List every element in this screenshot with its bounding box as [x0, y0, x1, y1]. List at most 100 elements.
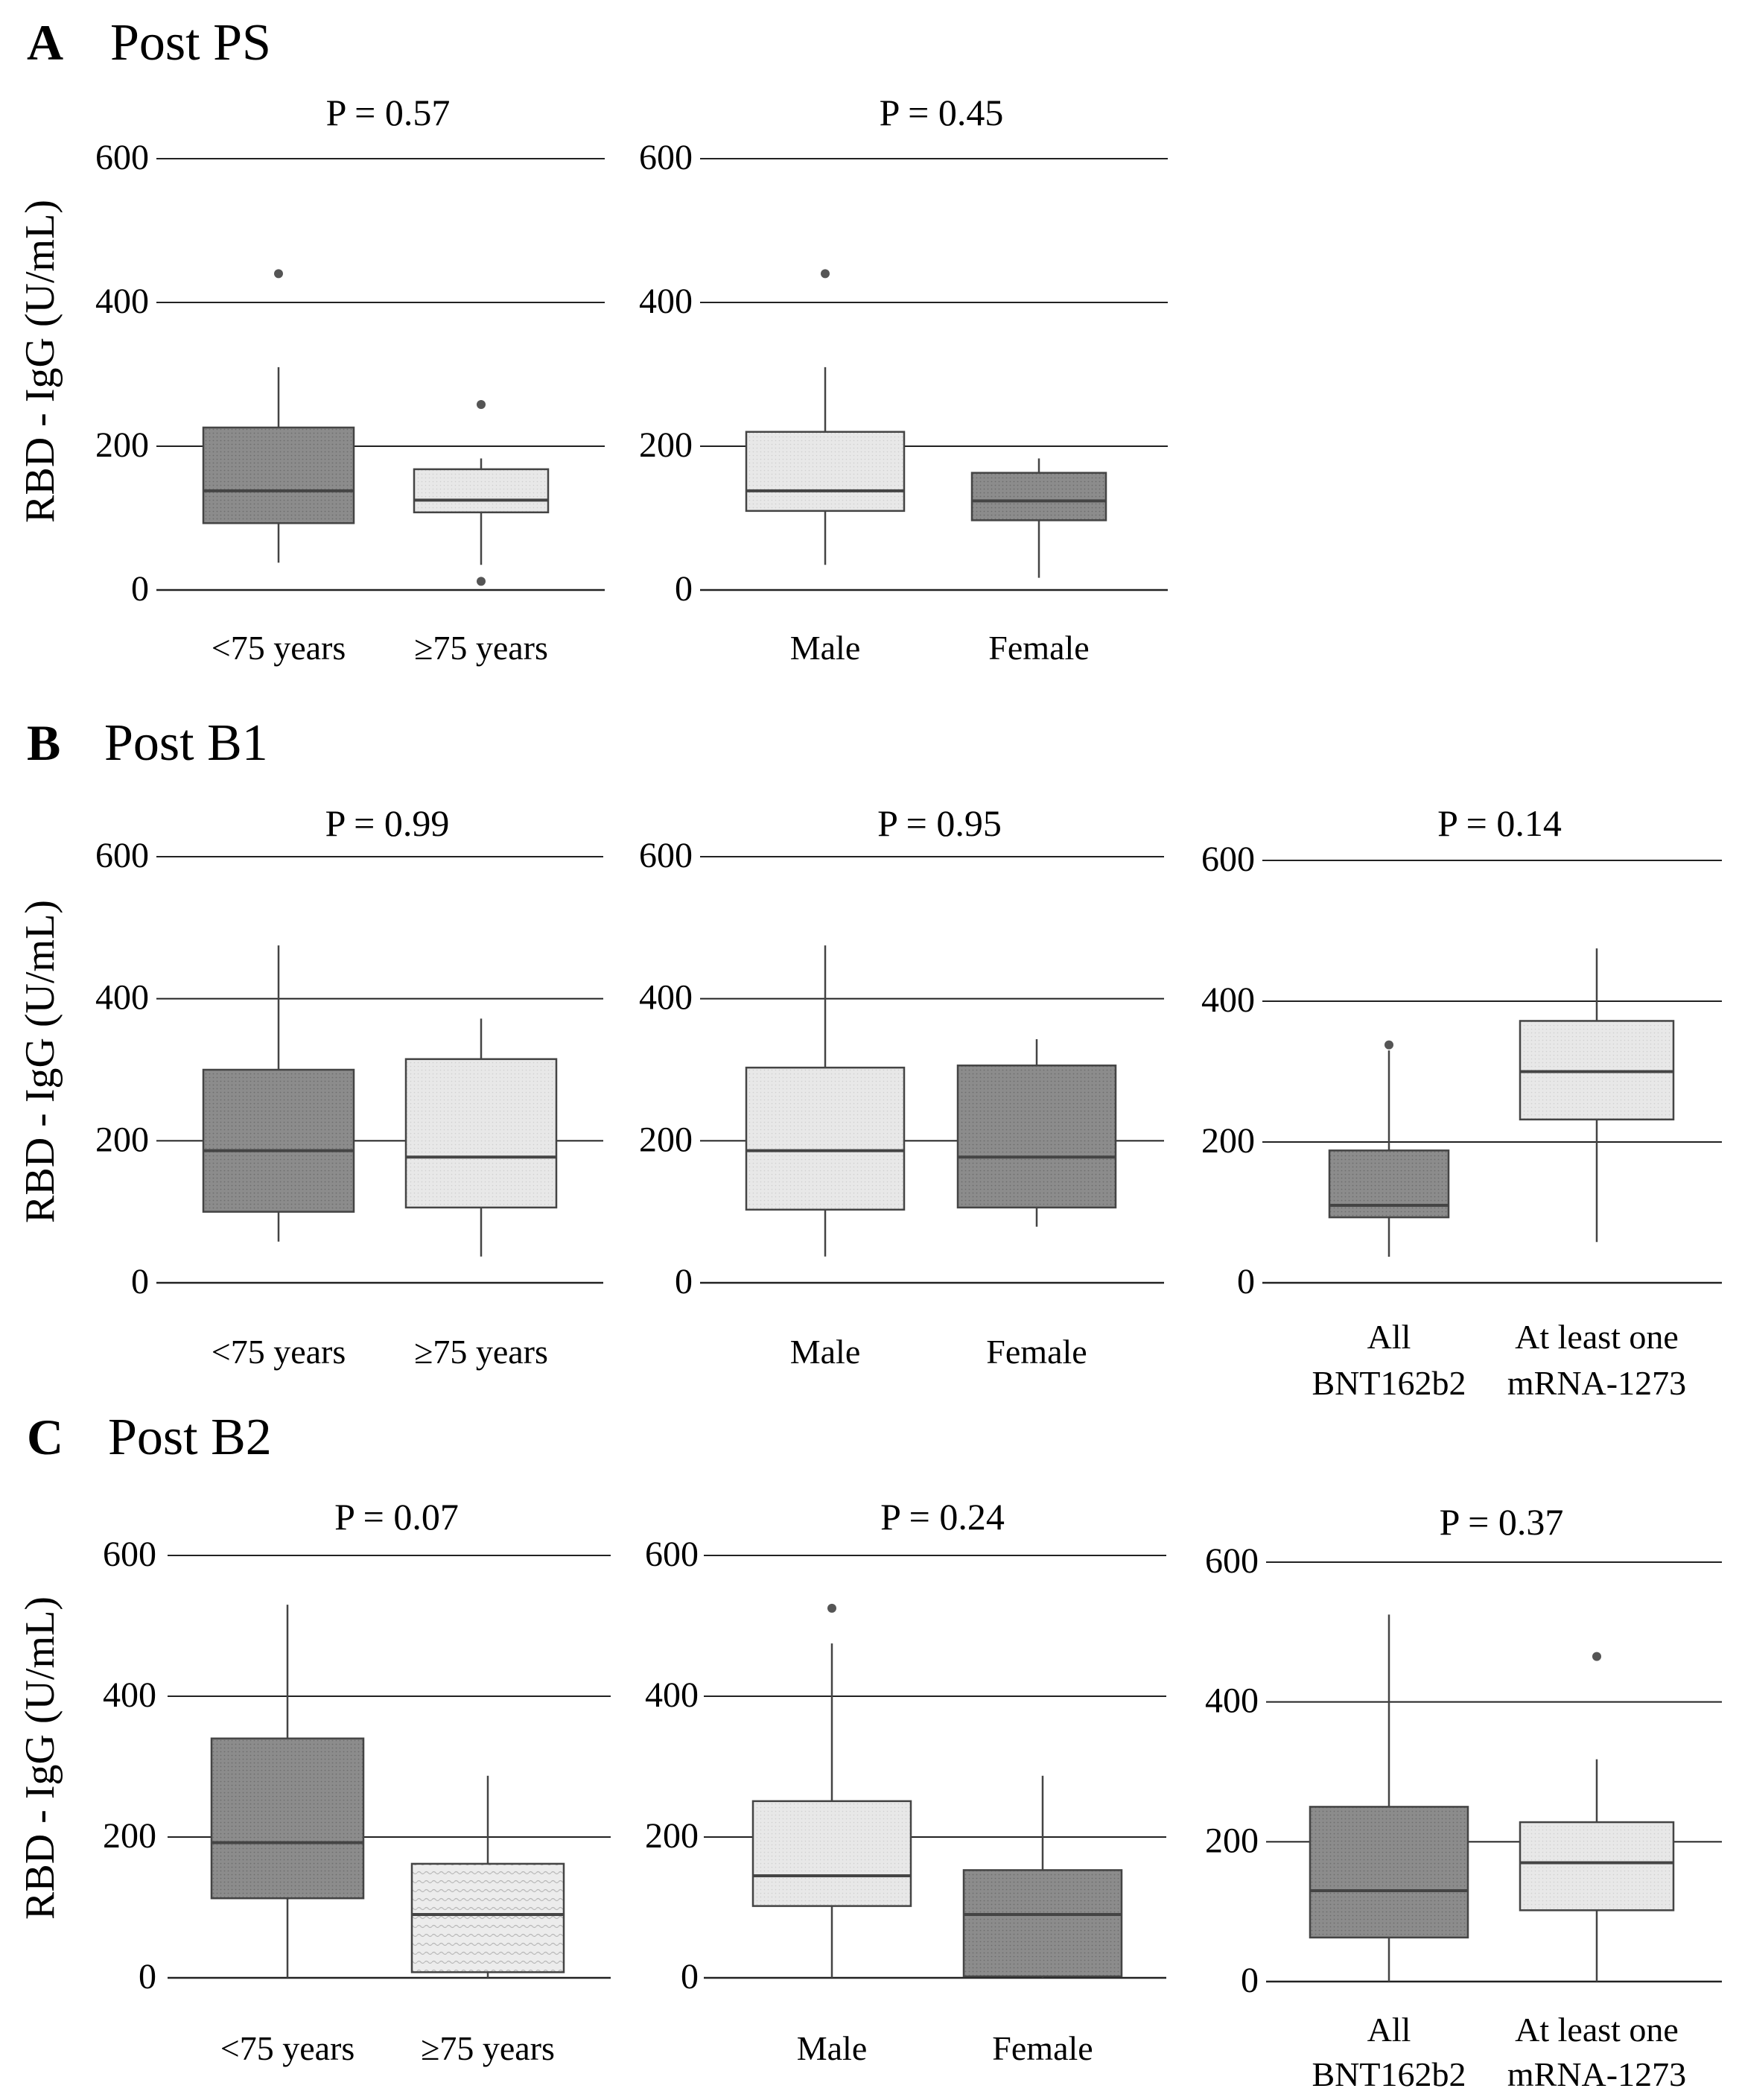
- category-label: Female: [986, 1333, 1087, 1371]
- category-label: Male: [797, 2029, 868, 2067]
- box-group: <75 years: [202, 269, 355, 667]
- y-tick-label: 600: [95, 836, 149, 875]
- category-label: Female: [988, 629, 1089, 667]
- category-label: <75 years: [212, 1333, 346, 1371]
- p-value: P = 0.95: [877, 802, 1002, 844]
- category-label: Male: [790, 629, 861, 667]
- box: [413, 468, 550, 514]
- y-tick-label: 200: [639, 425, 693, 465]
- y-tick-label: 600: [1201, 840, 1255, 879]
- box: [410, 1862, 565, 1973]
- box: [1328, 1149, 1450, 1219]
- box: [970, 472, 1107, 521]
- y-tick-label: 0: [131, 569, 149, 609]
- category-label: At least one: [1515, 2011, 1679, 2049]
- y-tick-label: 400: [639, 282, 693, 321]
- y-tick-label: 200: [1201, 1121, 1255, 1161]
- outlier-point: [1384, 1040, 1393, 1050]
- y-tick-label: 0: [1237, 1262, 1255, 1301]
- box-group: ≥75 years: [413, 400, 550, 667]
- category-label: All: [1367, 1318, 1411, 1356]
- y-tick-label: 200: [95, 425, 149, 465]
- category-label: ≥75 years: [414, 629, 548, 667]
- box-group: Female: [956, 1039, 1117, 1371]
- category-label: All: [1367, 2011, 1411, 2049]
- y-tick-label: 600: [639, 138, 693, 177]
- panel-a-1: P = 0.57 0 200 400 600 <75 years ≥75 years: [95, 92, 605, 667]
- box-group: Male: [745, 269, 906, 667]
- p-value: P = 0.24: [880, 1496, 1005, 1538]
- y-tick-label: 400: [1201, 980, 1255, 1020]
- y-tick-label: 0: [139, 1957, 156, 1996]
- y-axis-label: RBD - IgG (U/mL): [17, 900, 63, 1223]
- outlier-point: [477, 400, 486, 410]
- y-tick-label: 400: [95, 282, 149, 321]
- p-value: P = 0.37: [1440, 1501, 1564, 1543]
- box-group: All BNT162b2: [1312, 1040, 1466, 1402]
- outlier-point: [477, 577, 486, 586]
- section-title: Post PS: [110, 14, 271, 72]
- panel-b-3: P = 0.99 0 200 400 600 <75 years ≥75 years: [95, 802, 603, 1371]
- category-label: ≥75 years: [414, 1333, 548, 1371]
- category-label: At least one: [1515, 1318, 1679, 1356]
- category-label: ≥75 years: [421, 2029, 555, 2067]
- box: [404, 1058, 558, 1209]
- section-letter: B: [27, 714, 60, 771]
- y-tick-label: 400: [95, 978, 149, 1018]
- y-tick-label: 0: [1241, 1961, 1259, 2000]
- section-title: Post B1: [104, 714, 268, 772]
- section-a-heading: A Post PS: [27, 14, 271, 72]
- box: [1519, 1821, 1675, 1912]
- box: [962, 1869, 1123, 1978]
- panel-c-7: P = 0.24 0 200 400 600 Male Female: [645, 1496, 1166, 2067]
- p-value: P = 0.14: [1437, 802, 1562, 844]
- outlier-point: [274, 269, 283, 279]
- y-axis-label: RBD - IgG (U/mL): [17, 200, 63, 523]
- y-tick-label: 200: [639, 1120, 693, 1159]
- category-label: BNT162b2: [1312, 1364, 1466, 1402]
- y-tick-label: 600: [645, 1535, 699, 1574]
- box: [202, 426, 355, 524]
- category-label: Female: [992, 2029, 1093, 2067]
- box-group: <75 years: [210, 1605, 365, 2067]
- category-label: Male: [790, 1333, 861, 1371]
- box: [956, 1065, 1117, 1209]
- box-group: All BNT162b2: [1309, 1614, 1469, 2093]
- box: [210, 1737, 365, 1900]
- y-tick-label: 400: [639, 978, 693, 1018]
- p-value: P = 0.57: [326, 92, 451, 133]
- section-letter: A: [27, 14, 63, 71]
- category-label: <75 years: [212, 629, 346, 667]
- box: [202, 1068, 355, 1213]
- box-group: Female: [962, 1775, 1123, 2067]
- section-letter: C: [27, 1409, 63, 1465]
- box: [745, 1066, 906, 1211]
- section-b-heading: B Post B1: [27, 714, 268, 772]
- p-value: P = 0.45: [880, 92, 1004, 133]
- y-tick-label: 600: [1205, 1541, 1259, 1581]
- box-group: Male: [751, 1603, 912, 2067]
- y-tick-label: 200: [1205, 1821, 1259, 1860]
- box-group: <75 years: [202, 945, 355, 1371]
- y-tick-label: 600: [95, 138, 149, 177]
- box: [745, 431, 906, 513]
- category-label: <75 years: [220, 2029, 355, 2067]
- outlier-point: [1592, 1652, 1601, 1661]
- y-tick-label: 0: [675, 569, 693, 609]
- panel-c-6: P = 0.07 0 200 400 600 <75 years ≥75 years: [103, 1496, 611, 2067]
- p-value: P = 0.07: [334, 1496, 459, 1538]
- panel-b-4: P = 0.95 0 200 400 600 Male Female: [639, 802, 1164, 1371]
- box-group: At least one mRNA-1273: [1507, 948, 1686, 1402]
- y-tick-label: 200: [95, 1120, 149, 1159]
- category-label: mRNA-1273: [1507, 1364, 1686, 1402]
- y-tick-label: 200: [645, 1816, 699, 1856]
- y-tick-label: 0: [131, 1262, 149, 1301]
- outlier-point: [821, 269, 830, 279]
- y-tick-label: 600: [103, 1535, 156, 1574]
- category-label: mRNA-1273: [1507, 2055, 1686, 2093]
- y-tick-label: 0: [681, 1957, 699, 1996]
- section-title: Post B2: [108, 1409, 272, 1466]
- y-tick-label: 0: [675, 1262, 693, 1301]
